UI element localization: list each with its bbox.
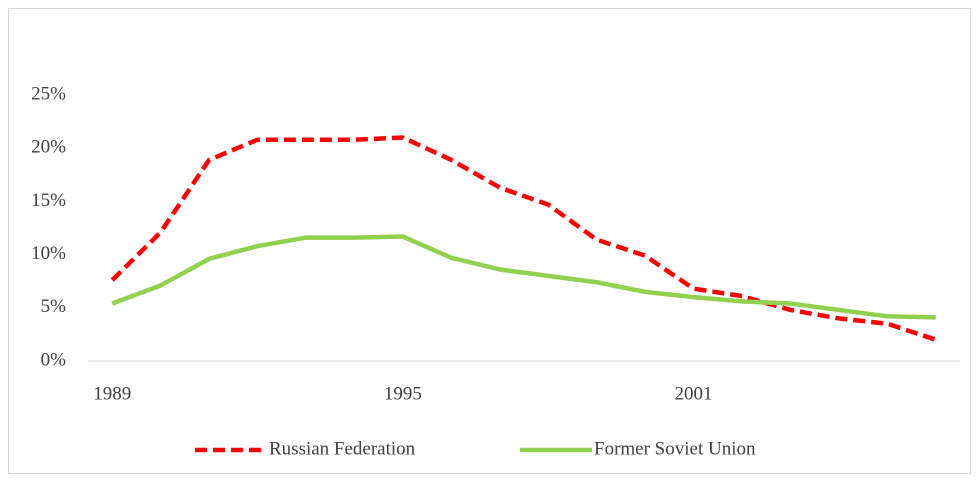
x-tick-label: 1989 — [93, 383, 131, 404]
y-tick-label: 25% — [31, 83, 66, 104]
legend-label: Russian Federation — [269, 438, 416, 459]
y-tick-label: 20% — [31, 137, 66, 158]
y-tick-label: 10% — [31, 243, 66, 264]
legend-label: Former Soviet Union — [594, 438, 756, 459]
x-tick-label: 2001 — [675, 383, 713, 404]
chart-border — [8, 8, 971, 474]
series-line — [111, 234, 936, 320]
x-tick-label: 1995 — [384, 383, 422, 404]
y-tick-label: 5% — [41, 296, 67, 317]
series-line — [110, 135, 937, 342]
y-tick-label: 0% — [41, 349, 67, 370]
y-tick-label: 15% — [31, 190, 66, 211]
